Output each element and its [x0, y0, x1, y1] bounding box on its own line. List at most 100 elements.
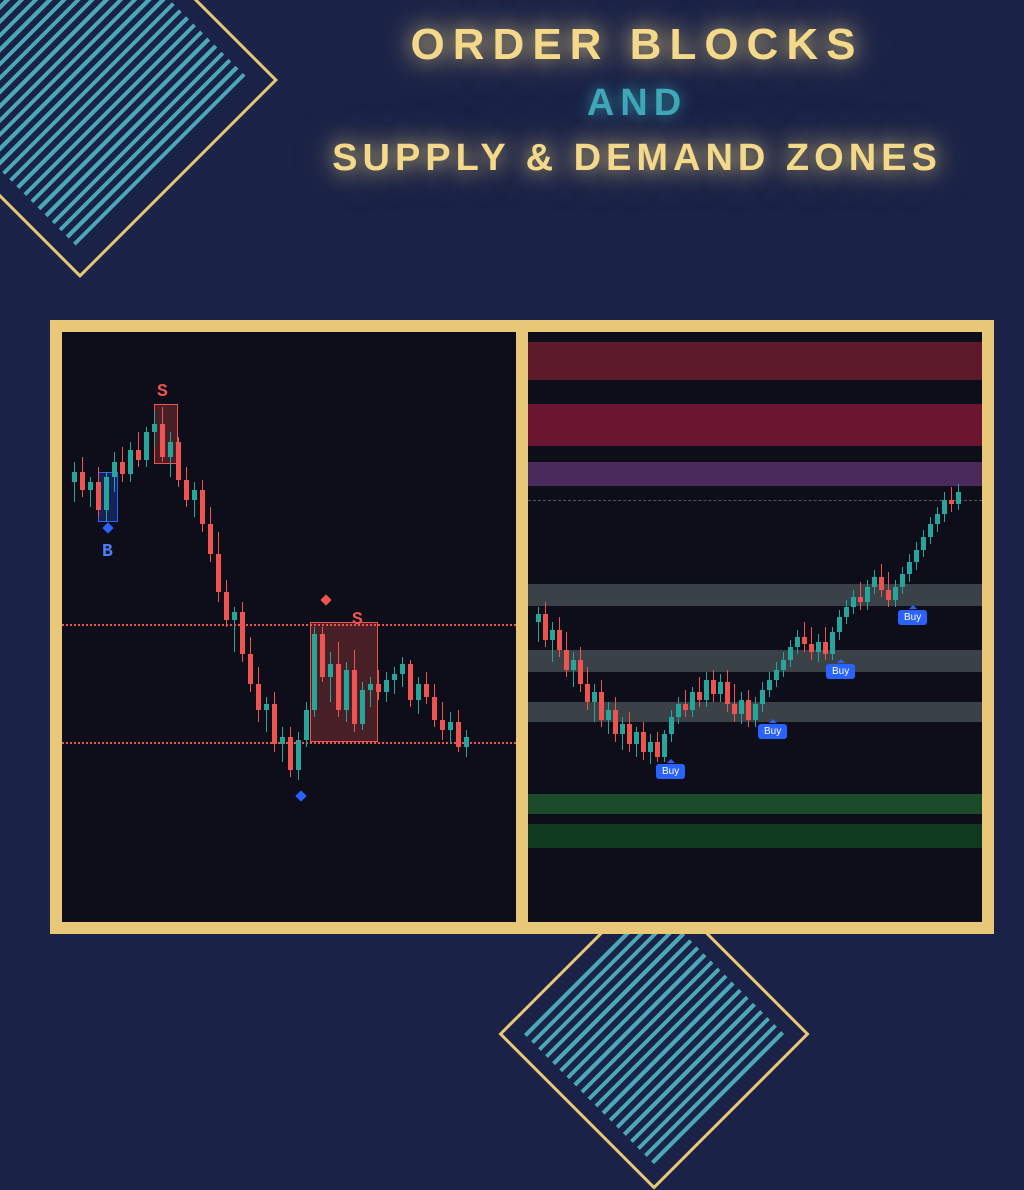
candle — [753, 697, 758, 727]
candle — [683, 690, 688, 717]
candle — [376, 670, 381, 700]
candle — [344, 662, 349, 722]
candle — [272, 692, 277, 752]
candle — [704, 672, 709, 707]
candle — [208, 507, 213, 562]
candle — [320, 627, 325, 682]
candle — [312, 627, 317, 717]
candle — [907, 554, 912, 582]
candle — [767, 672, 772, 697]
candle — [424, 672, 429, 704]
candle — [192, 482, 197, 517]
candle — [432, 684, 437, 727]
signal-marker-icon — [320, 594, 331, 605]
candle — [152, 412, 157, 447]
candle — [264, 697, 269, 732]
zone-band — [528, 404, 982, 446]
candle — [368, 677, 373, 707]
zone-band — [528, 794, 982, 814]
candle — [336, 642, 341, 717]
level-line — [62, 624, 516, 626]
buy-tag: Buy — [656, 764, 685, 779]
candle — [288, 727, 293, 777]
candle — [795, 630, 800, 654]
candle — [96, 467, 101, 517]
candle — [746, 690, 751, 727]
zone-band — [528, 462, 982, 486]
candle — [184, 467, 189, 507]
signal-label: B — [102, 542, 113, 562]
candle — [144, 427, 149, 467]
signal-label: S — [352, 610, 363, 630]
candle — [88, 477, 93, 507]
buy-tag: Buy — [826, 664, 855, 679]
headline: ORDER BLOCKS AND SUPPLY & DEMAND ZONES — [280, 20, 994, 180]
candle — [557, 617, 562, 657]
candle — [200, 480, 205, 532]
candle — [655, 732, 660, 762]
zone-band — [528, 584, 982, 606]
candle — [648, 734, 653, 764]
candle — [543, 602, 548, 647]
corner-decoration-top-left — [0, 0, 278, 278]
candle — [732, 684, 737, 722]
candle — [360, 682, 365, 730]
candle — [564, 632, 569, 677]
order-block-box — [154, 404, 178, 464]
candle — [802, 622, 807, 652]
candle — [837, 610, 842, 640]
candle — [464, 730, 469, 757]
signal-label: S — [157, 382, 168, 402]
candle — [80, 457, 85, 497]
candle — [296, 732, 301, 780]
candle — [725, 670, 730, 712]
candle — [585, 667, 590, 710]
candle — [536, 607, 541, 642]
order-blocks-chart: S B S — [62, 332, 516, 922]
candle — [416, 677, 421, 714]
candle — [136, 432, 141, 467]
candle — [872, 570, 877, 594]
candle — [392, 667, 397, 694]
candle — [328, 652, 333, 702]
candle — [400, 657, 405, 687]
candle — [128, 442, 133, 482]
candle — [851, 590, 856, 614]
candle — [448, 712, 453, 744]
candle — [456, 710, 461, 752]
candle — [634, 727, 639, 757]
candle — [697, 677, 702, 707]
title-line1: ORDER BLOCKS — [280, 20, 994, 70]
candle — [176, 437, 181, 487]
signal-marker-icon — [102, 522, 113, 533]
candle — [956, 484, 961, 510]
candle — [571, 652, 576, 687]
candle — [823, 627, 828, 660]
candle — [627, 712, 632, 752]
candle — [160, 407, 165, 462]
candle — [620, 717, 625, 750]
candle — [942, 492, 947, 522]
candle — [809, 627, 814, 660]
candle — [352, 650, 357, 732]
candle — [72, 462, 77, 502]
candle — [224, 580, 229, 627]
candle — [928, 517, 933, 544]
candle — [718, 674, 723, 702]
candle — [844, 600, 849, 624]
candle — [886, 572, 891, 607]
candle — [112, 452, 117, 492]
zone-band — [528, 824, 982, 848]
candle — [935, 507, 940, 532]
candle — [711, 670, 716, 702]
candle — [830, 627, 835, 660]
candle — [550, 622, 555, 662]
candle — [120, 447, 125, 482]
candle — [914, 542, 919, 570]
price-line — [528, 500, 982, 501]
candle — [641, 722, 646, 760]
candle — [816, 634, 821, 662]
candle — [865, 580, 870, 610]
supply-demand-chart: BuyBuyBuyBuy — [516, 332, 982, 922]
candle — [788, 640, 793, 667]
